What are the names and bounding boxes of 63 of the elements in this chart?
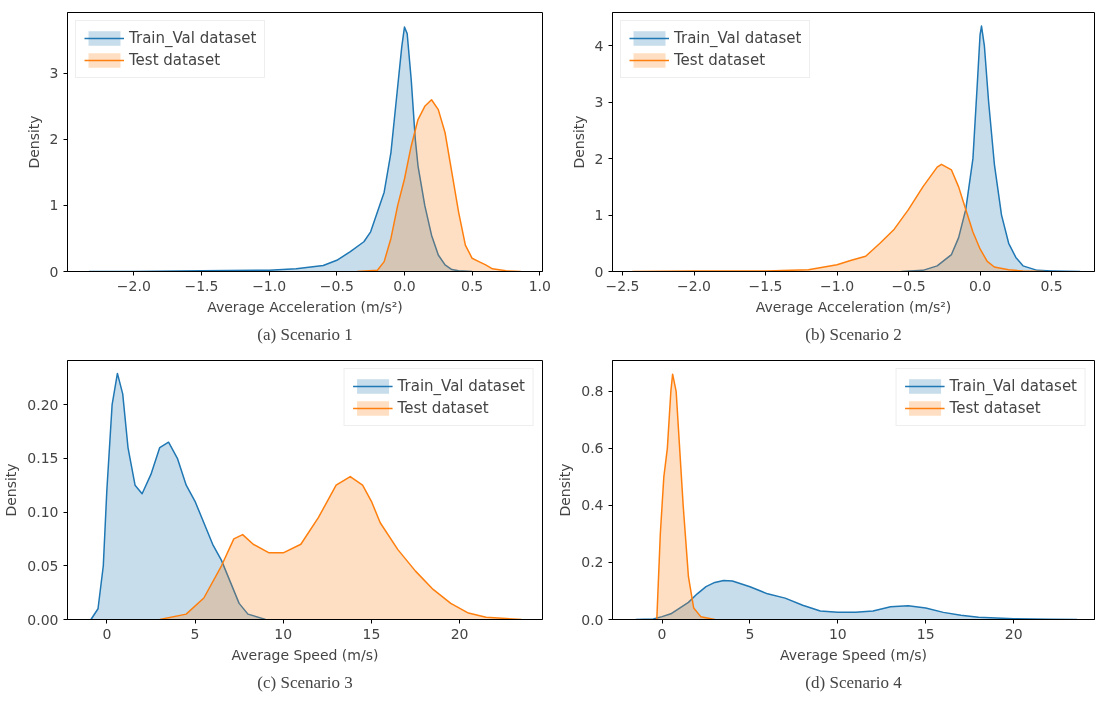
y-tick-label: 0 xyxy=(594,263,604,280)
x-tick-label: 5 xyxy=(745,625,755,642)
x-tick-label: 1.0 xyxy=(528,277,551,294)
x-axis-title: Average Speed (m/s) xyxy=(780,646,927,663)
y-axis-title: Density xyxy=(557,463,574,517)
text: (d) Scenario 4 xyxy=(805,672,903,692)
legend-label: Train_Val dataset xyxy=(674,29,802,47)
y-tick-label: 2 xyxy=(49,131,59,148)
x-tick-label: 10 xyxy=(828,625,847,642)
y-tick-label: 2 xyxy=(594,150,604,167)
x-axis-title: Average Acceleration (m/s²) xyxy=(207,298,403,315)
legend-label: Test dataset xyxy=(674,51,766,69)
y-axis-title: Density xyxy=(3,463,20,517)
x-tick-label: 0.5 xyxy=(461,277,484,294)
y-tick-label: 0.6 xyxy=(581,440,604,457)
x-tick-label: 20 xyxy=(450,625,469,642)
x-tick-label: −2.0 xyxy=(116,277,151,294)
y-tick-label: 1 xyxy=(49,197,59,214)
x-tick-label: −1.0 xyxy=(252,277,287,294)
y-tick-label: 4 xyxy=(594,37,604,54)
x-tick-label: 20 xyxy=(1004,625,1023,642)
x-tick-label: 0 xyxy=(102,625,112,642)
x-axis-title: Average Acceleration (m/s²) xyxy=(755,298,952,315)
y-tick-label: 0.15 xyxy=(27,450,59,467)
legend-label: Test dataset xyxy=(949,399,1041,417)
y-tick-label: 0.10 xyxy=(27,504,59,521)
y-tick-label: 0.4 xyxy=(581,497,604,514)
legend-label: Train_Val dataset xyxy=(129,29,257,47)
y-tick-label: 3 xyxy=(49,65,59,82)
x-tick-label: 0.0 xyxy=(968,277,992,294)
legend-label: Train_Val dataset xyxy=(397,377,525,395)
y-tick-label: 0.8 xyxy=(581,383,604,400)
y-tick-label: 3 xyxy=(594,94,604,111)
x-tick-label: −1.0 xyxy=(820,277,855,294)
x-tick-label: 0.0 xyxy=(393,277,416,294)
legend-label: Train_Val dataset xyxy=(949,377,1077,395)
y-tick-label: 0.05 xyxy=(27,557,59,574)
x-tick-label: 0 xyxy=(657,625,667,642)
legend-label: Test dataset xyxy=(397,399,489,417)
text: (a) Scenario 1 xyxy=(257,324,353,344)
x-tick-label: −2.0 xyxy=(677,277,712,294)
y-tick-label: 0.0 xyxy=(581,611,604,628)
y-tick-label: 0 xyxy=(49,263,59,280)
x-tick-label: 5 xyxy=(190,625,200,642)
y-tick-label: 0.2 xyxy=(581,554,604,571)
text: (c) Scenario 3 xyxy=(257,672,353,692)
y-tick-label: 0.00 xyxy=(27,611,59,628)
y-tick-label: 0.20 xyxy=(27,396,59,413)
x-tick-label: 0.5 xyxy=(1040,277,1063,294)
y-axis-title: Density xyxy=(25,115,42,169)
x-axis-title: Average Speed (m/s) xyxy=(231,646,379,663)
legend-label: Test dataset xyxy=(129,51,221,69)
x-tick-label: 15 xyxy=(362,625,381,642)
y-tick-label: 1 xyxy=(594,207,604,224)
x-tick-label: 15 xyxy=(916,625,935,642)
x-tick-label: −2.5 xyxy=(605,277,640,294)
x-tick-label: −1.5 xyxy=(184,277,219,294)
x-tick-label: 10 xyxy=(274,625,293,642)
x-tick-label: −0.5 xyxy=(891,277,926,294)
x-tick-label: −0.5 xyxy=(319,277,354,294)
x-tick-label: −1.5 xyxy=(748,277,783,294)
text: (b) Scenario 2 xyxy=(805,324,902,344)
y-axis-title: Density xyxy=(570,115,587,169)
